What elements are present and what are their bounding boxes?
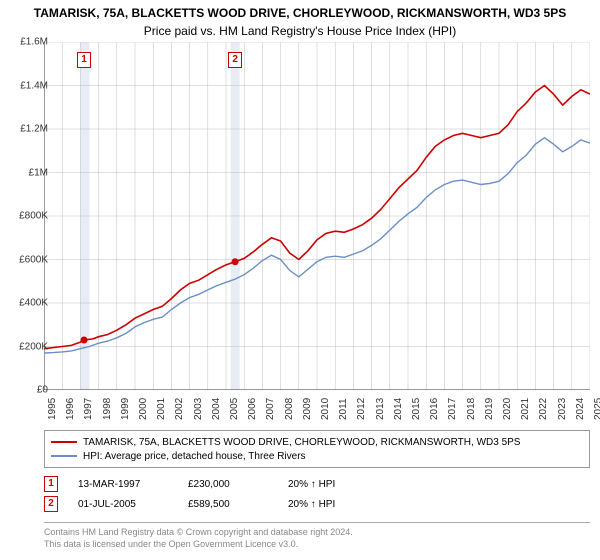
x-tick-label: 1999 [120, 398, 131, 420]
x-tick-label: 2005 [229, 398, 240, 420]
x-tick-label: 2010 [320, 398, 331, 420]
x-tick-label: 2015 [411, 398, 422, 420]
datapoint-marker: 2 [44, 496, 58, 512]
x-tick-label: 2013 [375, 398, 386, 420]
y-tick-label: £800K [19, 211, 48, 222]
x-tick-label: 2002 [174, 398, 185, 420]
x-tick-label: 2006 [247, 398, 258, 420]
y-tick-label: £600K [19, 254, 48, 265]
y-tick-label: £1M [29, 167, 48, 178]
chart-area [44, 42, 590, 390]
y-tick-label: £0 [37, 385, 48, 396]
x-tick-label: 1998 [102, 398, 113, 420]
y-tick-label: £1.4M [20, 80, 48, 91]
x-tick-label: 2011 [338, 398, 349, 420]
x-tick-label: 2021 [520, 398, 531, 420]
footnote: Contains HM Land Registry data © Crown c… [44, 522, 590, 550]
y-tick-label: £1.2M [20, 124, 48, 135]
x-tick-label: 1995 [47, 398, 58, 420]
datapoint-rows: 1 13-MAR-1997 £230,000 20% ↑ HPI 2 01-JU… [44, 474, 590, 514]
chart-subtitle: Price paid vs. HM Land Registry's House … [0, 22, 600, 38]
y-tick-label: £400K [19, 298, 48, 309]
x-tick-label: 2003 [193, 398, 204, 420]
x-tick-label: 2004 [211, 398, 222, 420]
datapoint-row: 1 13-MAR-1997 £230,000 20% ↑ HPI [44, 474, 590, 494]
legend: TAMARISK, 75A, BLACKETTS WOOD DRIVE, CHO… [44, 430, 590, 468]
datapoint-row: 2 01-JUL-2005 £589,500 20% ↑ HPI [44, 494, 590, 514]
legend-row-property: TAMARISK, 75A, BLACKETTS WOOD DRIVE, CHO… [51, 435, 583, 449]
x-tick-label: 2023 [557, 398, 568, 420]
datapoint-date: 13-MAR-1997 [78, 479, 188, 490]
x-tick-label: 2000 [138, 398, 149, 420]
chart-marker-box: 2 [228, 52, 242, 68]
x-tick-label: 2009 [302, 398, 313, 420]
y-tick-label: £1.6M [20, 37, 48, 48]
x-tick-label: 2001 [156, 398, 167, 420]
legend-row-hpi: HPI: Average price, detached house, Thre… [51, 449, 583, 463]
datapoint-price: £589,500 [188, 499, 288, 510]
chart-svg [44, 42, 590, 390]
legend-swatch-hpi [51, 455, 77, 457]
y-tick-label: £200K [19, 341, 48, 352]
x-tick-label: 1997 [83, 398, 94, 420]
x-tick-label: 2008 [284, 398, 295, 420]
x-tick-label: 1996 [65, 398, 76, 420]
x-tick-label: 2025 [593, 398, 600, 420]
x-tick-label: 2014 [393, 398, 404, 420]
x-tick-label: 2017 [447, 398, 458, 420]
footnote-line2: This data is licensed under the Open Gov… [44, 539, 590, 551]
x-tick-label: 2022 [538, 398, 549, 420]
chart-marker-box: 1 [77, 52, 91, 68]
x-tick-label: 2016 [429, 398, 440, 420]
datapoint-date: 01-JUL-2005 [78, 499, 188, 510]
x-tick-label: 2012 [356, 398, 367, 420]
x-tick-label: 2007 [265, 398, 276, 420]
datapoint-price: £230,000 [188, 479, 288, 490]
x-tick-label: 2024 [575, 398, 586, 420]
x-tick-label: 2019 [484, 398, 495, 420]
datapoint-marker: 1 [44, 476, 58, 492]
x-tick-label: 2018 [466, 398, 477, 420]
datapoint-pct: 20% ↑ HPI [288, 499, 408, 510]
x-tick-label: 2020 [502, 398, 513, 420]
legend-swatch-property [51, 441, 77, 443]
legend-label-property: TAMARISK, 75A, BLACKETTS WOOD DRIVE, CHO… [83, 437, 520, 448]
legend-label-hpi: HPI: Average price, detached house, Thre… [83, 451, 306, 462]
chart-title: TAMARISK, 75A, BLACKETTS WOOD DRIVE, CHO… [0, 0, 600, 22]
datapoint-pct: 20% ↑ HPI [288, 479, 408, 490]
footnote-line1: Contains HM Land Registry data © Crown c… [44, 527, 590, 539]
